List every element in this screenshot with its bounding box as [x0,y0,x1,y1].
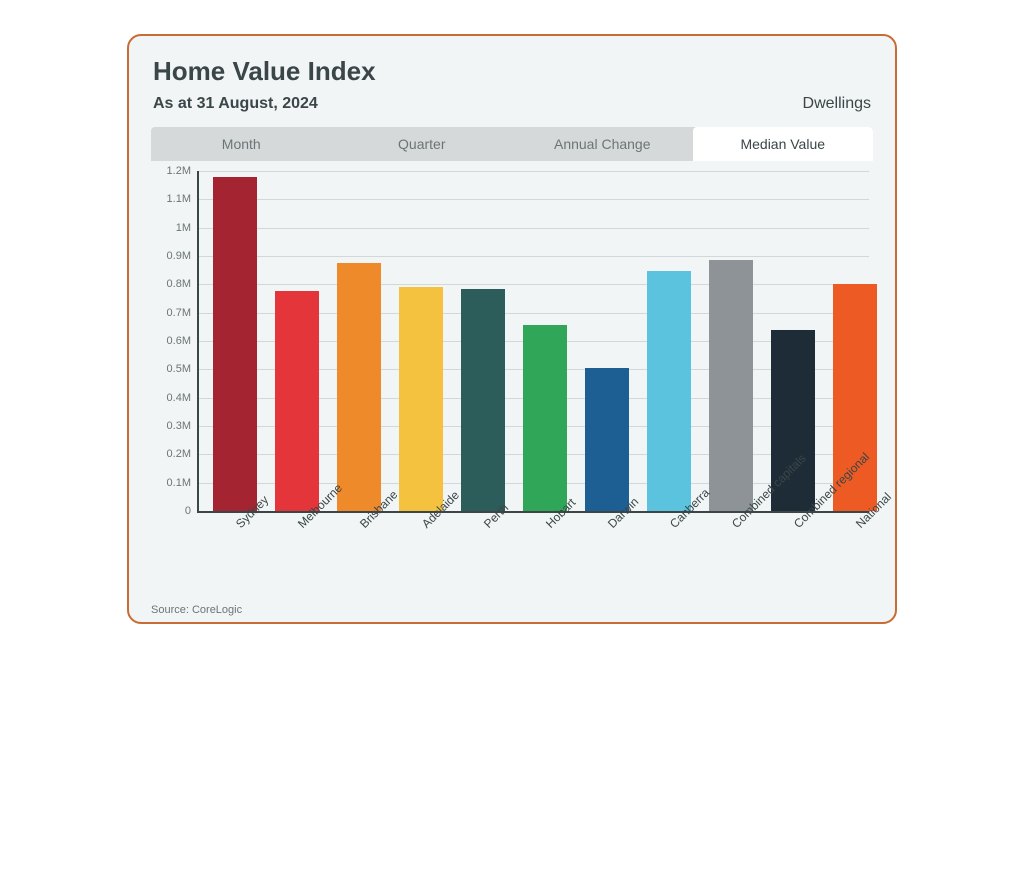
y-tick-label: 0.6M [167,335,191,347]
bar-fill [523,325,567,511]
bar-value-label: $785,250 [476,707,490,757]
bar-chart: 0 0.1M 0.2M 0.3M 0.4M 0.5M 0.6M 0.7M 0.8M 0.9M 1M 1… [151,171,873,581]
bar-fill [461,289,505,511]
bar-value-label: $802,357 [848,712,862,762]
x-axis-labels: SydneyMelbourneBrisbaneAdelaidePerthHoba… [197,515,869,581]
unit-label: Dwellings [803,95,871,113]
bar-value-label: $875,040 [352,733,366,783]
y-axis-labels: 00.1M0.2M0.3M0.4M0.5M0.6M0.7M0.8M0.9M1M1… [151,171,195,511]
y-tick-label: 1.1M [167,193,191,205]
y-tick-label: 1.2M [167,165,191,177]
y-tick-label: 0 [185,505,191,517]
bar-fill [709,260,753,511]
tab-annual-change[interactable]: Annual Change [512,127,693,161]
tab-bar: MonthQuarterAnnual ChangeMedian Value [151,127,873,161]
y-tick-label: 0.7M [167,307,191,319]
card-subtitle: As at 31 August, 2024 [153,95,318,113]
bar-value-label: $637,660 [786,666,800,716]
bar-fill [337,263,381,511]
y-tick-label: 0.1M [167,477,191,489]
y-tick-label: 0.3M [167,420,191,432]
bar-value-label: $1,180,463 [228,814,242,874]
bar-value-label: $885,877 [724,736,738,786]
bar-fill [399,287,443,511]
y-tick-label: 0.8M [167,278,191,290]
bar-fill [213,177,257,511]
y-tick-label: 0.9M [167,250,191,262]
bar-fill [585,368,629,511]
y-tick-label: 0.2M [167,448,191,460]
bar-value-label: $790,789 [414,709,428,759]
card-title: Home Value Index [153,56,873,87]
home-value-card: Home Value Index As at 31 August, 2024 D… [127,34,897,624]
bars-container: $1,180,463$776,044$875,040$790,789$785,2… [199,171,869,511]
y-tick-label: 0.5M [167,363,191,375]
y-tick-label: 1M [176,222,191,234]
bar-value-label: $504,367 [600,628,614,678]
y-tick-label: 0.4M [167,392,191,404]
tab-month[interactable]: Month [151,127,332,161]
bar-fill [647,271,691,511]
tab-quarter[interactable]: Quarter [332,127,513,161]
plot-area: $1,180,463$776,044$875,040$790,789$785,2… [197,171,869,513]
bar-fill [275,291,319,511]
tab-median-value[interactable]: Median Value [693,127,874,161]
bar-value-label: $845,875 [662,725,676,775]
source-label: Source: CoreLogic [151,604,242,616]
bar-value-label: $776,044 [290,705,304,755]
bar-value-label: $655,114 [538,671,552,720]
card-subtitle-row: As at 31 August, 2024 Dwellings [153,95,871,113]
